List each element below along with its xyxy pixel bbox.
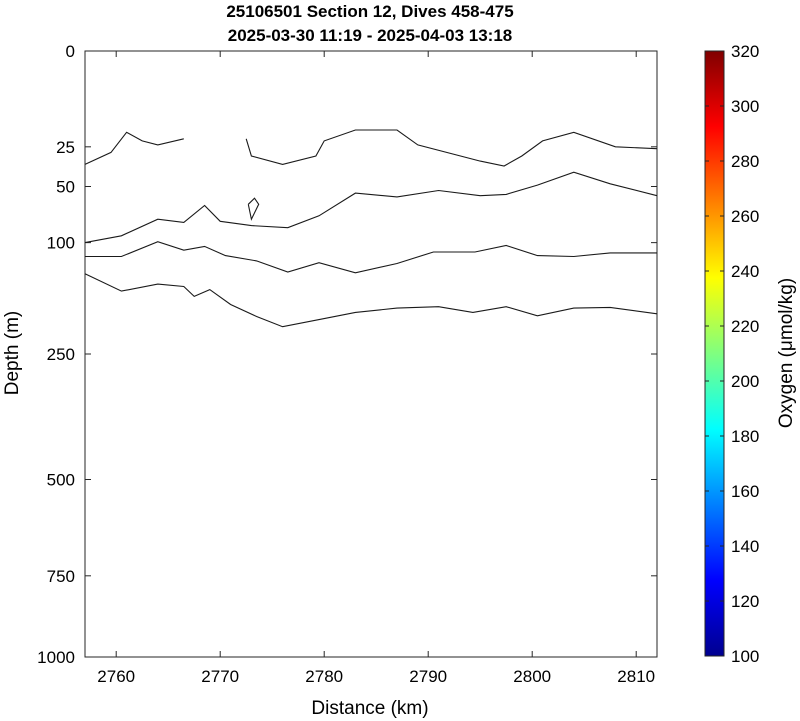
colorbar-tick-label: 180	[731, 427, 759, 446]
chart-title-line-1: 25106501 Section 12, Dives 458-475	[226, 2, 513, 21]
contour-line	[84, 171, 658, 244]
x-tick-label: 2800	[513, 667, 551, 686]
contour-line	[84, 273, 658, 328]
x-tick-label: 2770	[201, 667, 239, 686]
colorbar-tick-label: 240	[731, 262, 759, 281]
y-tick-label: 250	[47, 345, 75, 364]
contour-line	[85, 241, 657, 274]
colorbar-tick-label: 220	[731, 317, 759, 336]
colorbar-tick-label: 140	[731, 537, 759, 556]
x-tick-label: 2760	[97, 667, 135, 686]
x-tick-label: 2790	[409, 667, 447, 686]
colorbar-label: Oxygen (μmol/kg)	[776, 278, 797, 428]
contour-line	[245, 129, 658, 167]
colorbar	[704, 50, 725, 657]
x-tick-label: 2780	[305, 667, 343, 686]
y-tick-label: 50	[56, 178, 75, 197]
colorbar-tick-label: 280	[731, 152, 759, 171]
contour-line	[247, 197, 260, 221]
colorbar-tick-label: 160	[731, 482, 759, 501]
y-tick-label: 100	[47, 234, 75, 253]
y-tick-label: 750	[47, 567, 75, 586]
y-tick-label: 25	[56, 138, 75, 157]
colorbar-tick-label: 200	[731, 372, 759, 391]
contour-line	[84, 131, 184, 165]
colorbar-tick-label: 320	[731, 42, 759, 61]
colorbar-tick-label: 100	[731, 647, 759, 666]
y-tick-label: 500	[47, 471, 75, 490]
y-tick-label: 0	[66, 42, 75, 61]
y-tick-label: 1000	[37, 648, 75, 667]
chart-title-line-2: 2025-03-30 11:19 - 2025-04-03 13:18	[228, 26, 513, 45]
x-axis-label: Distance (km)	[311, 698, 428, 719]
plot-area: 2760 2770 2780 2790 2800 2810 0 25 50 100 250 500 75…	[37, 42, 658, 686]
colorbar-tick-label: 120	[731, 592, 759, 611]
y-axis-label: Depth (m)	[2, 311, 23, 395]
colorbar-tick-label: 300	[731, 97, 759, 116]
x-tick-label: 2810	[617, 667, 655, 686]
colorbar-tick-label: 260	[731, 207, 759, 226]
colorbar-ticks: 100 120 140 160 180 200 220 240 260 280 300 320	[705, 42, 759, 666]
